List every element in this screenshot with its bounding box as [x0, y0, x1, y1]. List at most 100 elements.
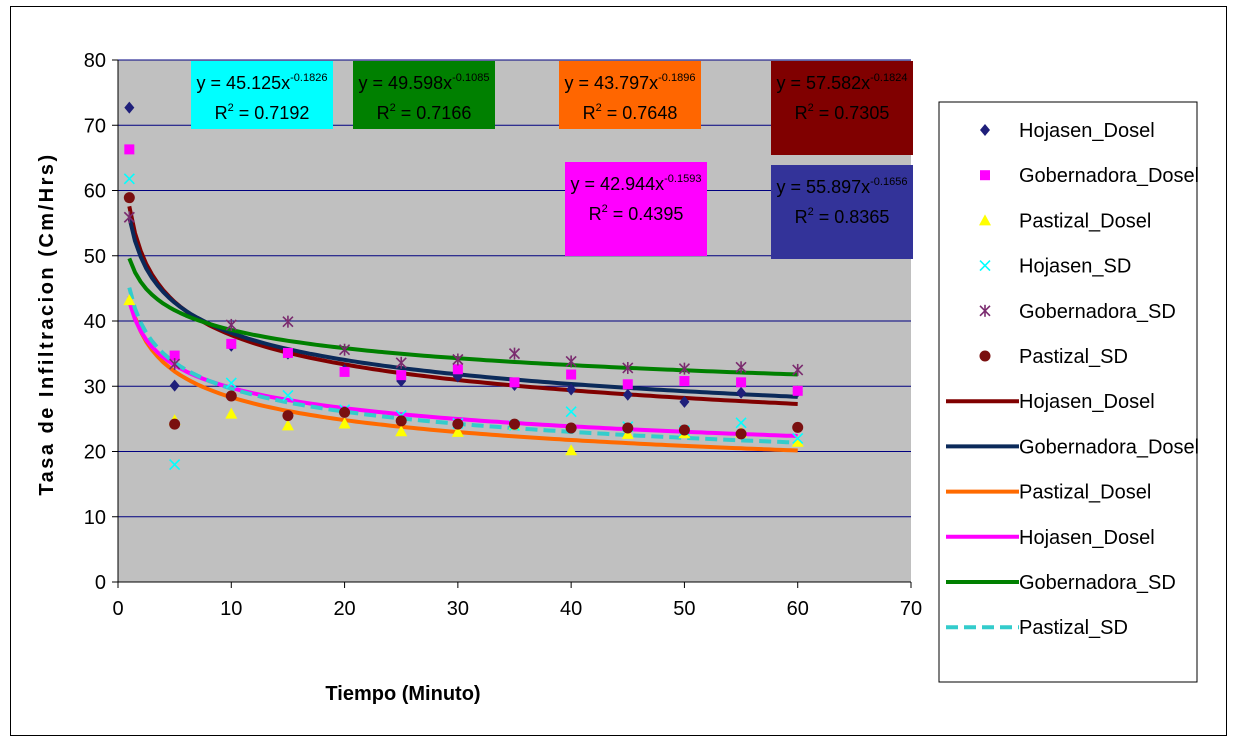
equation-box: y = 45.125x-0.1826 R2 = 0.7192 — [191, 61, 333, 129]
equation-box: y = 49.598x-0.1085 R2 = 0.7166 — [353, 61, 495, 129]
data-point — [622, 388, 633, 401]
data-point — [979, 304, 991, 317]
x-tick-label: 70 — [900, 598, 922, 620]
data-point — [678, 424, 690, 436]
equation-formula: y = 49.598x-0.1085 — [359, 72, 490, 93]
equation-formula: y = 55.897x-0.1656 — [777, 176, 908, 197]
data-point — [395, 425, 408, 437]
data-point — [282, 315, 294, 328]
data-point — [679, 376, 690, 387]
equation-r2: R2 = 0.8365 — [795, 206, 890, 227]
data-point — [508, 347, 521, 360]
legend-label: Gobernadora_Dosel — [1019, 165, 1199, 187]
data-point — [123, 192, 135, 204]
data-point — [396, 370, 407, 381]
equation-box: y = 55.897x-0.1656 R2 = 0.8365 — [771, 165, 913, 259]
x-tick-label: 40 — [560, 598, 582, 620]
data-point — [565, 406, 577, 418]
y-tick-label: 60 — [84, 181, 106, 203]
y-tick-label: 10 — [84, 507, 106, 529]
equation-background — [191, 61, 333, 129]
y-tick-label: 50 — [84, 246, 106, 268]
data-point — [566, 383, 577, 396]
data-point — [339, 406, 351, 418]
data-point — [792, 385, 803, 396]
equation-box: y = 42.944x-0.1593 R2 = 0.4395 — [565, 162, 707, 256]
data-point — [169, 458, 181, 471]
equation-box: y = 43.797x-0.1896 R2 = 0.7648 — [559, 61, 701, 129]
y-tick-label: 0 — [95, 572, 106, 594]
data-point — [338, 417, 351, 429]
y-axis-title: Tasa de Infiltracion (Cm/Hrs) — [36, 152, 58, 495]
data-point — [339, 366, 350, 377]
equation-background — [559, 61, 701, 129]
data-point — [282, 389, 294, 401]
data-point — [792, 432, 804, 445]
data-point — [736, 377, 747, 388]
equation-r2: R2 = 0.7305 — [795, 102, 890, 123]
data-point — [225, 390, 237, 402]
data-point — [565, 355, 577, 368]
data-point — [225, 318, 237, 331]
data-point — [979, 350, 991, 362]
legend-label: Pastizal_SD — [1019, 617, 1128, 639]
legend-label: Gobernadora_Dosel — [1019, 436, 1199, 458]
data-point — [339, 343, 351, 356]
equation-formula: y = 45.125x-0.1826 — [197, 72, 328, 93]
data-point — [679, 395, 690, 408]
data-point — [123, 211, 135, 224]
y-tick-label: 40 — [84, 311, 106, 333]
data-point — [225, 377, 237, 389]
data-point — [226, 338, 237, 349]
data-point — [792, 421, 804, 433]
data-point — [509, 377, 520, 388]
data-point — [566, 369, 577, 380]
x-tick-label: 60 — [787, 598, 809, 620]
x-tick-label: 30 — [447, 598, 469, 620]
equation-formula: y = 57.582x-0.1824 — [777, 72, 908, 93]
x-tick-label: 0 — [112, 598, 123, 620]
x-tick-label: 10 — [220, 598, 242, 620]
data-point — [979, 260, 991, 272]
equation-r2: R2 = 0.7166 — [377, 102, 472, 123]
data-point — [452, 418, 464, 430]
data-point — [169, 418, 181, 430]
data-point — [979, 214, 991, 226]
equation-background — [771, 165, 913, 259]
equation-formula: y = 43.797x-0.1896 — [565, 72, 696, 93]
data-point — [735, 361, 747, 374]
data-point — [124, 101, 135, 114]
x-tick-label: 20 — [333, 598, 355, 620]
data-point — [678, 362, 690, 375]
equation-formula: y = 42.944x-0.1593 — [571, 173, 702, 194]
data-point — [622, 379, 633, 390]
legend-label: Gobernadora_SD — [1019, 572, 1176, 594]
data-point — [792, 363, 804, 376]
data-point — [565, 422, 577, 434]
data-point — [123, 173, 135, 185]
data-point — [565, 444, 578, 456]
data-point — [395, 356, 407, 369]
legend-label: Pastizal_Dosel — [1019, 482, 1151, 504]
legend-label: Hojasen_Dosel — [1019, 391, 1155, 413]
data-point — [791, 435, 804, 447]
legend-label: Pastizal_SD — [1019, 346, 1128, 368]
data-point — [509, 418, 520, 430]
equation-r2: R2 = 0.4395 — [589, 203, 684, 224]
data-point — [980, 124, 990, 136]
equation-background — [353, 61, 495, 129]
legend-label: Hojasen_Dosel — [1019, 120, 1155, 142]
legend-label: Hojasen_Dosel — [1019, 527, 1155, 549]
trendline — [127, 216, 798, 399]
data-point — [169, 379, 180, 392]
equation-box: y = 57.582x-0.1824 R2 = 0.7305 — [771, 61, 913, 155]
y-tick-label: 70 — [84, 115, 106, 137]
data-point — [451, 425, 464, 437]
data-point — [736, 386, 747, 399]
data-point — [452, 364, 463, 375]
legend-label: Gobernadora_SD — [1019, 301, 1176, 323]
data-point — [622, 361, 634, 374]
x-axis-title: Tiempo (Minuto) — [325, 683, 480, 705]
y-tick-label: 20 — [84, 442, 106, 464]
